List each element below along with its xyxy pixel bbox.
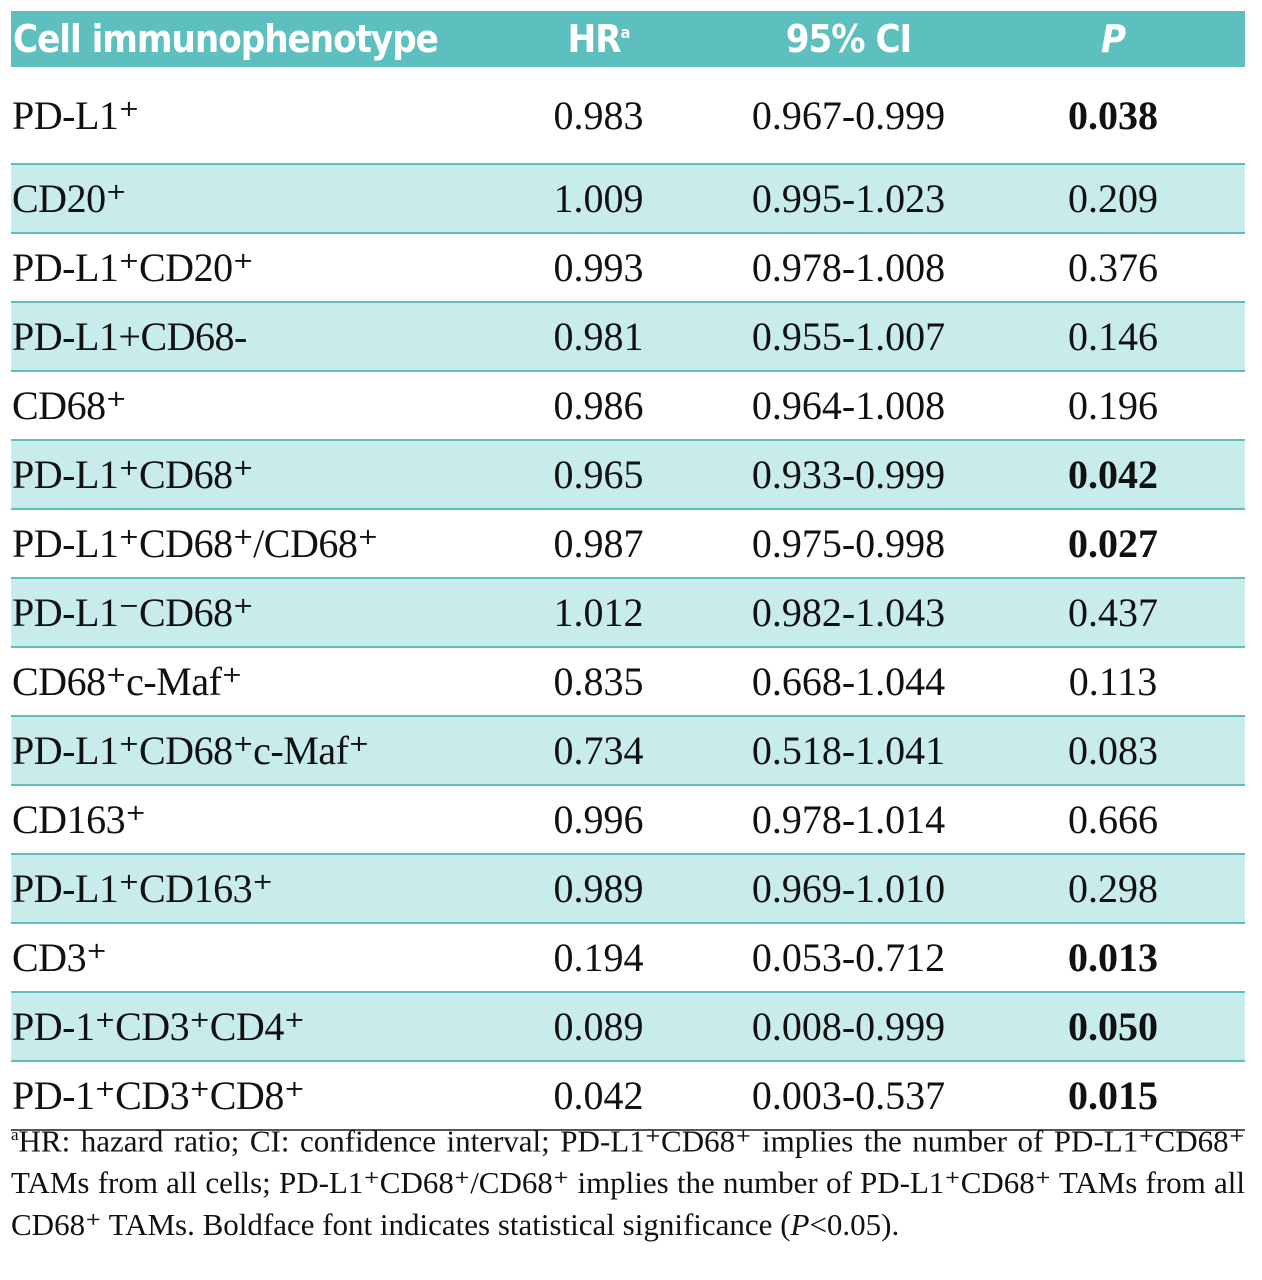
- header-ci: 95% CI: [716, 11, 981, 67]
- row-cell-hr: 0.996: [481, 785, 716, 855]
- table-row: PD-L1⁺CD163⁺ 0.989 0.969-1.010 0.298: [11, 854, 1245, 924]
- header-hr-footnote-marker: a: [620, 23, 631, 42]
- results-table-container: Cell immunophenotype HRa 95% CI P PD-L1⁺…: [11, 11, 1245, 1131]
- table-row: PD-L1⁺CD68⁺ 0.965 0.933-0.999 0.042: [11, 440, 1245, 510]
- table-row: PD-L1⁻CD68⁺ 1.012 0.982-1.043 0.437: [11, 578, 1245, 648]
- row-cell-hr: 1.009: [481, 164, 716, 234]
- row-cell-ci: 0.933-0.999: [716, 440, 981, 510]
- row-cell-hr: 0.981: [481, 302, 716, 372]
- table-row: PD-L1⁺CD20⁺ 0.993 0.978-1.008 0.376: [11, 233, 1245, 303]
- row-cell-immunophenotype: PD-L1+CD68-: [11, 302, 481, 372]
- row-cell-immunophenotype: CD3⁺: [11, 923, 481, 993]
- row-cell-immunophenotype: CD68⁺c-Maf⁺: [11, 647, 481, 717]
- row-cell-ci: 0.053-0.712: [716, 923, 981, 993]
- row-cell-immunophenotype: CD163⁺: [11, 785, 481, 855]
- row-cell-hr: 1.012: [481, 578, 716, 648]
- row-cell-ci: 0.967-0.999: [716, 67, 981, 165]
- table-row: CD163⁺ 0.996 0.978-1.014 0.666: [11, 785, 1245, 855]
- row-cell-immunophenotype: CD20⁺: [11, 164, 481, 234]
- row-cell-p-value: 0.083: [981, 716, 1245, 786]
- row-cell-hr: 0.042: [481, 1061, 716, 1131]
- row-cell-p-value: 0.666: [981, 785, 1245, 855]
- row-cell-ci: 0.964-1.008: [716, 371, 981, 441]
- row-cell-immunophenotype: PD-1⁺CD3⁺CD8⁺: [11, 1061, 481, 1131]
- row-cell-ci: 0.008-0.999: [716, 992, 981, 1062]
- row-cell-p-value: 0.196: [981, 371, 1245, 441]
- table-row: CD68⁺ 0.986 0.964-1.008 0.196: [11, 371, 1245, 441]
- footnote-p-symbol: P: [790, 1207, 810, 1243]
- table-body: PD-L1⁺ 0.983 0.967-0.999 0.038 CD20⁺ 1.009 0.9…: [11, 67, 1245, 1131]
- header-row: Cell immunophenotype HRa 95% CI P: [11, 11, 1245, 67]
- row-cell-immunophenotype: PD-L1⁺: [11, 67, 481, 165]
- row-cell-ci: 0.995-1.023: [716, 164, 981, 234]
- row-cell-hr: 0.993: [481, 233, 716, 303]
- row-cell-immunophenotype: PD-L1⁻CD68⁺: [11, 578, 481, 648]
- table-row: PD-1⁺CD3⁺CD8⁺ 0.042 0.003-0.537 0.015: [11, 1061, 1245, 1131]
- row-cell-hr: 0.989: [481, 854, 716, 924]
- row-cell-hr: 0.965: [481, 440, 716, 510]
- table-row: PD-L1⁺CD68⁺/CD68⁺ 0.987 0.975-0.998 0.027: [11, 509, 1245, 579]
- row-cell-ci: 0.982-1.043: [716, 578, 981, 648]
- row-cell-ci: 0.003-0.537: [716, 1061, 981, 1131]
- row-cell-p-value: 0.042: [981, 440, 1245, 510]
- row-cell-immunophenotype: PD-L1⁺CD163⁺: [11, 854, 481, 924]
- row-cell-ci: 0.978-1.014: [716, 785, 981, 855]
- row-cell-hr: 0.986: [481, 371, 716, 441]
- row-cell-hr: 0.983: [481, 67, 716, 165]
- row-cell-p-value: 0.209: [981, 164, 1245, 234]
- row-cell-ci: 0.668-1.044: [716, 647, 981, 717]
- header-p-value: P: [981, 11, 1245, 67]
- row-cell-ci: 0.978-1.008: [716, 233, 981, 303]
- row-cell-immunophenotype: PD-L1⁺CD68⁺/CD68⁺: [11, 509, 481, 579]
- row-cell-immunophenotype: PD-L1⁺CD68⁺c-Maf⁺: [11, 716, 481, 786]
- row-cell-hr: 0.987: [481, 509, 716, 579]
- table-header: Cell immunophenotype HRa 95% CI P: [11, 11, 1245, 67]
- row-cell-immunophenotype: PD-1⁺CD3⁺CD4⁺: [11, 992, 481, 1062]
- row-cell-hr: 0.089: [481, 992, 716, 1062]
- row-cell-hr: 0.734: [481, 716, 716, 786]
- table-row: CD3⁺ 0.194 0.053-0.712 0.013: [11, 923, 1245, 993]
- row-cell-immunophenotype: CD68⁺: [11, 371, 481, 441]
- table-row: CD20⁺ 1.009 0.995-1.023 0.209: [11, 164, 1245, 234]
- table-footnote: aHR: hazard ratio; CI: confidence interv…: [11, 1114, 1245, 1246]
- row-cell-immunophenotype: PD-L1⁺CD68⁺: [11, 440, 481, 510]
- row-cell-p-value: 0.376: [981, 233, 1245, 303]
- row-cell-hr: 0.835: [481, 647, 716, 717]
- header-hr-label: HR: [567, 17, 622, 61]
- table-row: CD68⁺c-Maf⁺ 0.835 0.668-1.044 0.113: [11, 647, 1245, 717]
- footnote-text-2: <0.05).: [809, 1207, 900, 1243]
- header-cell-immunophenotype: Cell immunophenotype: [11, 11, 481, 67]
- row-cell-p-value: 0.113: [981, 647, 1245, 717]
- row-cell-p-value: 0.027: [981, 509, 1245, 579]
- row-cell-p-value: 0.146: [981, 302, 1245, 372]
- footnote-marker: a: [11, 1125, 19, 1144]
- row-cell-hr: 0.194: [481, 923, 716, 993]
- row-cell-immunophenotype: PD-L1⁺CD20⁺: [11, 233, 481, 303]
- row-cell-ci: 0.955-1.007: [716, 302, 981, 372]
- header-hr: HRa: [481, 11, 716, 67]
- table-row: PD-L1⁺ 0.983 0.967-0.999 0.038: [11, 67, 1245, 165]
- table-row: PD-L1+CD68- 0.981 0.955-1.007 0.146: [11, 302, 1245, 372]
- table-row: PD-1⁺CD3⁺CD4⁺ 0.089 0.008-0.999 0.050: [11, 992, 1245, 1062]
- cox-regression-table: Cell immunophenotype HRa 95% CI P PD-L1⁺…: [11, 11, 1245, 1131]
- row-cell-p-value: 0.013: [981, 923, 1245, 993]
- row-cell-p-value: 0.050: [981, 992, 1245, 1062]
- footnote-text-1: HR: hazard ratio; CI: confidence interva…: [11, 1123, 1245, 1243]
- row-cell-ci: 0.975-0.998: [716, 509, 981, 579]
- row-cell-ci: 0.969-1.010: [716, 854, 981, 924]
- row-cell-p-value: 0.015: [981, 1061, 1245, 1131]
- row-cell-p-value: 0.437: [981, 578, 1245, 648]
- row-cell-p-value: 0.298: [981, 854, 1245, 924]
- row-cell-ci: 0.518-1.041: [716, 716, 981, 786]
- table-row: PD-L1⁺CD68⁺c-Maf⁺ 0.734 0.518-1.041 0.083: [11, 716, 1245, 786]
- row-cell-p-value: 0.038: [981, 67, 1245, 165]
